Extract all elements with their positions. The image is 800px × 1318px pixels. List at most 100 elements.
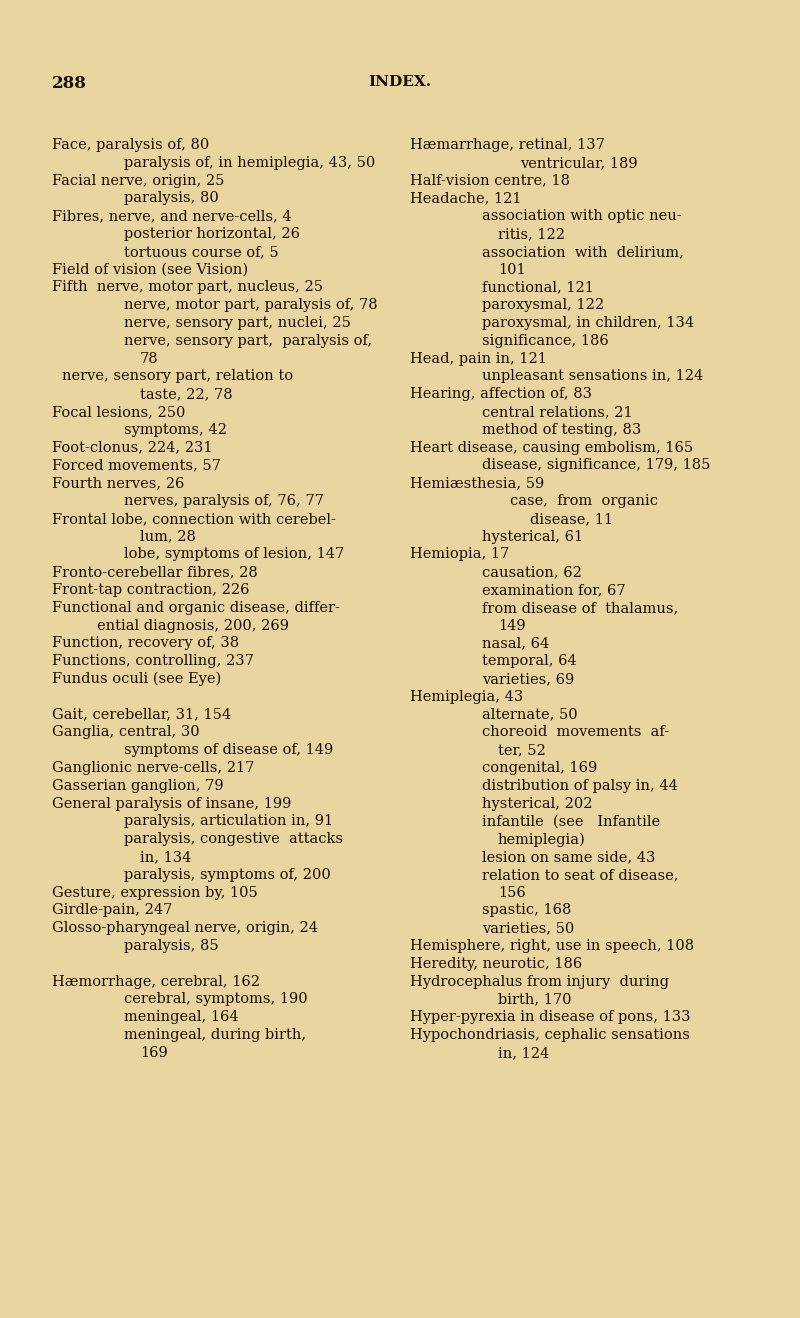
Text: Headache, 121: Headache, 121: [410, 191, 522, 206]
Text: Focal lesions, 250: Focal lesions, 250: [52, 405, 186, 419]
Text: temporal, 64: temporal, 64: [482, 654, 577, 668]
Text: from disease of  thalamus,: from disease of thalamus,: [482, 601, 678, 614]
Text: hemiplegia): hemiplegia): [498, 832, 586, 846]
Text: posterior horizontal, 26: posterior horizontal, 26: [124, 227, 300, 241]
Text: Half-vision centre, 18: Half-vision centre, 18: [410, 174, 570, 187]
Text: paralysis of, in hemiplegia, 43, 50: paralysis of, in hemiplegia, 43, 50: [124, 156, 375, 170]
Text: in, 124: in, 124: [498, 1045, 550, 1060]
Text: Functions, controlling, 237: Functions, controlling, 237: [52, 654, 254, 668]
Text: hysterical, 61: hysterical, 61: [482, 530, 583, 543]
Text: Ganglionic nerve-cells, 217: Ganglionic nerve-cells, 217: [52, 760, 254, 775]
Text: spastic, 168: spastic, 168: [482, 903, 571, 917]
Text: association  with  delirium,: association with delirium,: [482, 245, 684, 258]
Text: paralysis, 85: paralysis, 85: [124, 938, 218, 953]
Text: paroxysmal, in children, 134: paroxysmal, in children, 134: [482, 316, 694, 330]
Text: central relations, 21: central relations, 21: [482, 405, 633, 419]
Text: 156: 156: [498, 886, 526, 900]
Text: Head, pain in, 121: Head, pain in, 121: [410, 352, 547, 365]
Text: method of testing, 83: method of testing, 83: [482, 423, 642, 436]
Text: distribution of palsy in, 44: distribution of palsy in, 44: [482, 779, 678, 793]
Text: Face, paralysis of, 80: Face, paralysis of, 80: [52, 138, 210, 152]
Text: Hæmorrhage, cerebral, 162: Hæmorrhage, cerebral, 162: [52, 974, 260, 988]
Text: paralysis, 80: paralysis, 80: [124, 191, 218, 206]
Text: ential diagnosis, 200, 269: ential diagnosis, 200, 269: [97, 618, 289, 633]
Text: nerve, sensory part,  paralysis of,: nerve, sensory part, paralysis of,: [124, 333, 372, 348]
Text: 101: 101: [498, 262, 526, 277]
Text: symptoms of disease of, 149: symptoms of disease of, 149: [124, 743, 334, 758]
Text: Hemisphere, right, use in speech, 108: Hemisphere, right, use in speech, 108: [410, 938, 694, 953]
Text: nasal, 64: nasal, 64: [482, 637, 550, 650]
Text: paroxysmal, 122: paroxysmal, 122: [482, 298, 604, 312]
Text: Function, recovery of, 38: Function, recovery of, 38: [52, 637, 239, 650]
Text: unpleasant sensations in, 124: unpleasant sensations in, 124: [482, 369, 703, 384]
Text: in, 134: in, 134: [140, 850, 191, 865]
Text: 169: 169: [140, 1045, 168, 1060]
Text: Hemiopia, 17: Hemiopia, 17: [410, 547, 510, 561]
Text: Hydrocephalus from injury  during: Hydrocephalus from injury during: [410, 974, 669, 988]
Text: INDEX.: INDEX.: [369, 75, 431, 90]
Text: tortuous course of, 5: tortuous course of, 5: [124, 245, 278, 258]
Text: Gait, cerebellar, 31, 154: Gait, cerebellar, 31, 154: [52, 708, 231, 721]
Text: Fifth  nerve, motor part, nucleus, 25: Fifth nerve, motor part, nucleus, 25: [52, 281, 323, 294]
Text: Facial nerve, origin, 25: Facial nerve, origin, 25: [52, 174, 224, 187]
Text: Fourth nerves, 26: Fourth nerves, 26: [52, 476, 184, 490]
Text: disease, significance, 179, 185: disease, significance, 179, 185: [482, 459, 710, 472]
Text: varieties, 50: varieties, 50: [482, 921, 574, 936]
Text: ventricular, 189: ventricular, 189: [520, 156, 638, 170]
Text: Hemiæsthesia, 59: Hemiæsthesia, 59: [410, 476, 544, 490]
Text: Functional and organic disease, differ-: Functional and organic disease, differ-: [52, 601, 340, 614]
Text: hysterical, 202: hysterical, 202: [482, 796, 593, 811]
Text: lum, 28: lum, 28: [140, 530, 196, 543]
Text: lobe, symptoms of lesion, 147: lobe, symptoms of lesion, 147: [124, 547, 344, 561]
Text: nerve, sensory part, relation to: nerve, sensory part, relation to: [62, 369, 293, 384]
Text: birth, 170: birth, 170: [498, 992, 571, 1007]
Text: nerve, sensory part, nuclei, 25: nerve, sensory part, nuclei, 25: [124, 316, 351, 330]
Text: Heredity, neurotic, 186: Heredity, neurotic, 186: [410, 957, 582, 971]
Text: paralysis, congestive  attacks: paralysis, congestive attacks: [124, 832, 343, 846]
Text: infantile  (see   Infantile: infantile (see Infantile: [482, 815, 660, 829]
Text: nerve, motor part, paralysis of, 78: nerve, motor part, paralysis of, 78: [124, 298, 378, 312]
Text: Hypochondriasis, cephalic sensations: Hypochondriasis, cephalic sensations: [410, 1028, 690, 1043]
Text: choreoid  movements  af-: choreoid movements af-: [482, 725, 669, 739]
Text: Fundus oculi (see Eye): Fundus oculi (see Eye): [52, 672, 222, 687]
Text: varieties, 69: varieties, 69: [482, 672, 574, 685]
Text: lesion on same side, 43: lesion on same side, 43: [482, 850, 655, 865]
Text: significance, 186: significance, 186: [482, 333, 609, 348]
Text: functional, 121: functional, 121: [482, 281, 594, 294]
Text: ritis, 122: ritis, 122: [498, 227, 565, 241]
Text: Gesture, expression by, 105: Gesture, expression by, 105: [52, 886, 258, 900]
Text: relation to seat of disease,: relation to seat of disease,: [482, 867, 678, 882]
Text: Foot-clonus, 224, 231: Foot-clonus, 224, 231: [52, 440, 213, 455]
Text: Hearing, affection of, 83: Hearing, affection of, 83: [410, 387, 592, 401]
Text: Girdle-pain, 247: Girdle-pain, 247: [52, 903, 172, 917]
Text: Hæmarrhage, retinal, 137: Hæmarrhage, retinal, 137: [410, 138, 605, 152]
Text: 288: 288: [52, 75, 87, 92]
Text: examination for, 67: examination for, 67: [482, 583, 626, 597]
Text: disease, 11: disease, 11: [530, 511, 613, 526]
Text: meningeal, during birth,: meningeal, during birth,: [124, 1028, 306, 1043]
Text: symptoms, 42: symptoms, 42: [124, 423, 227, 436]
Text: ter, 52: ter, 52: [498, 743, 546, 758]
Text: congenital, 169: congenital, 169: [482, 760, 598, 775]
Text: paralysis, symptoms of, 200: paralysis, symptoms of, 200: [124, 867, 330, 882]
Text: 78: 78: [140, 352, 158, 365]
Text: alternate, 50: alternate, 50: [482, 708, 578, 721]
Text: Gasserian ganglion, 79: Gasserian ganglion, 79: [52, 779, 224, 793]
Text: Forced movements, 57: Forced movements, 57: [52, 459, 221, 472]
Text: Hyper-pyrexia in disease of pons, 133: Hyper-pyrexia in disease of pons, 133: [410, 1010, 690, 1024]
Text: Glosso-pharyngeal nerve, origin, 24: Glosso-pharyngeal nerve, origin, 24: [52, 921, 318, 936]
Text: General paralysis of insane, 199: General paralysis of insane, 199: [52, 796, 291, 811]
Text: nerves, paralysis of, 76, 77: nerves, paralysis of, 76, 77: [124, 494, 324, 507]
Text: Ganglia, central, 30: Ganglia, central, 30: [52, 725, 200, 739]
Text: causation, 62: causation, 62: [482, 565, 582, 579]
Text: Fronto-cerebellar fibres, 28: Fronto-cerebellar fibres, 28: [52, 565, 258, 579]
Text: Hemiplegia, 43: Hemiplegia, 43: [410, 689, 523, 704]
Text: meningeal, 164: meningeal, 164: [124, 1010, 238, 1024]
Text: Heart disease, causing embolism, 165: Heart disease, causing embolism, 165: [410, 440, 693, 455]
Text: case,  from  organic: case, from organic: [510, 494, 658, 507]
Text: Fibres, nerve, and nerve-cells, 4: Fibres, nerve, and nerve-cells, 4: [52, 210, 292, 223]
Text: Front-tap contraction, 226: Front-tap contraction, 226: [52, 583, 250, 597]
Text: cerebral, symptoms, 190: cerebral, symptoms, 190: [124, 992, 308, 1007]
Text: taste, 22, 78: taste, 22, 78: [140, 387, 233, 401]
Text: Field of vision (see Vision): Field of vision (see Vision): [52, 262, 248, 277]
